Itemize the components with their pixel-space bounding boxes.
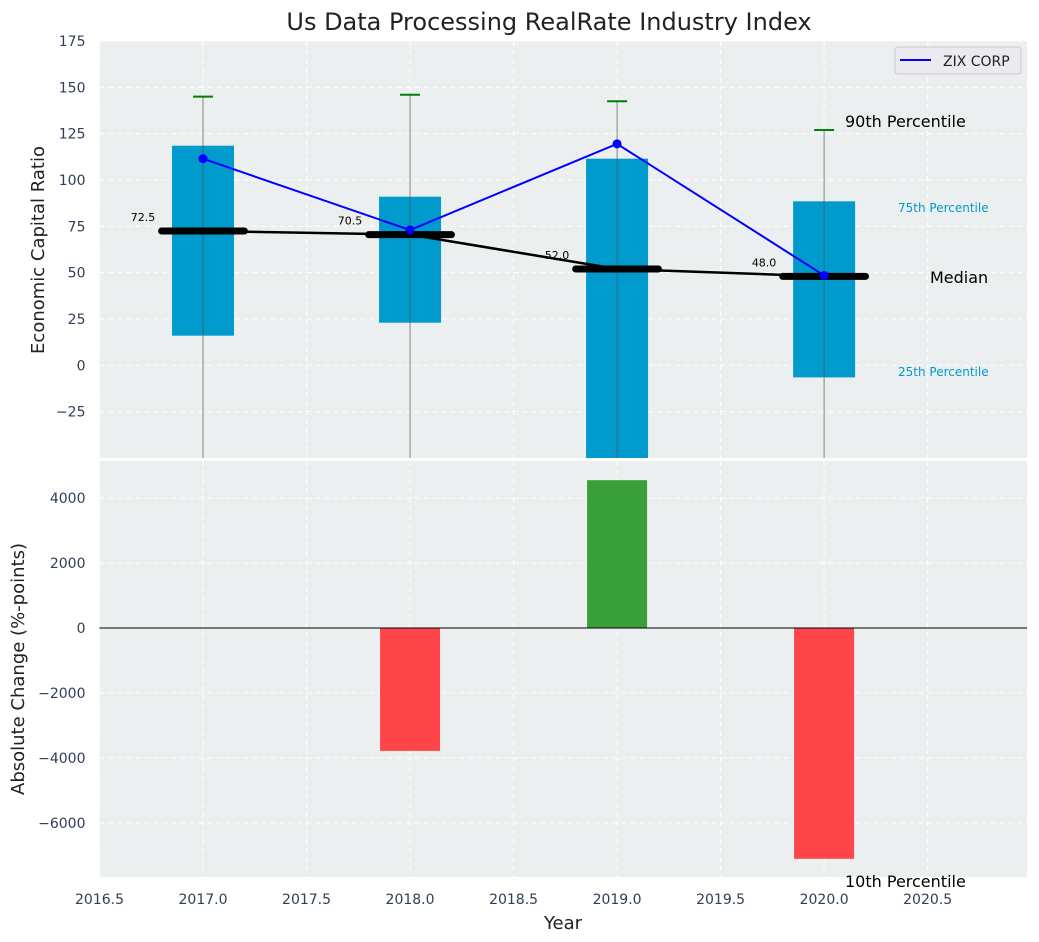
x-tick-label: 2018.5 [489, 892, 538, 908]
chart-title: Us Data Processing RealRate Industry Ind… [286, 8, 811, 36]
x-tick-label: 2016.5 [75, 892, 124, 908]
y-tick-label: −4000 [38, 751, 85, 767]
y-tick-label: 175 [59, 34, 86, 50]
y-tick-label: 125 [59, 127, 86, 143]
median-value-label: 70.5 [338, 215, 363, 228]
y-tick-label: 4000 [50, 491, 86, 507]
y-tick-label: 25 [68, 312, 86, 328]
change-bar [794, 628, 855, 859]
x-tick-label: 2019.0 [593, 892, 642, 908]
annotation-75th-percentile: 75th Percentile [898, 201, 989, 215]
legend-entry-zix-corp: ZIX CORP [943, 54, 1010, 70]
y-tick-label: 100 [59, 173, 86, 189]
median-trend-line [202, 229, 825, 278]
y-tick-label: 0 [77, 621, 86, 637]
zix-corp-point [612, 139, 622, 149]
y-tick-label: 150 [59, 80, 86, 96]
y-tick-label: 75 [68, 219, 86, 235]
y-tick-label: 0 [77, 358, 86, 374]
bottom-plot-background [99, 461, 1027, 877]
x-tick-label: 2020.0 [800, 892, 849, 908]
change-bar [380, 628, 441, 751]
x-tick-label: 2017.5 [282, 892, 331, 908]
zix-corp-point [819, 270, 829, 280]
annotation-90th-percentile: 90th Percentile [845, 112, 966, 131]
median-value-label: 52.0 [545, 249, 570, 262]
annotation-25th-percentile: 25th Percentile [898, 365, 989, 379]
y-tick-label: −2000 [38, 686, 85, 702]
annotation-median: Median [930, 268, 988, 287]
change-bar [587, 480, 648, 629]
top-plot-background [99, 41, 1027, 458]
annotation-10th-percentile: 10th Percentile [845, 872, 966, 891]
x-tick-label: 2019.5 [696, 892, 745, 908]
x-tick-label: 2017.0 [179, 892, 228, 908]
y-tick-label: −25 [56, 405, 86, 421]
x-tick-label: 2018.0 [386, 892, 435, 908]
x-tick-label: 2020.5 [903, 892, 952, 908]
zix-corp-point [405, 225, 415, 235]
top-plot-area: 72.5 70.5 52.0 48.0 90th Percentile 75th Perc… [99, 41, 1027, 458]
median-value-label: 48.0 [752, 256, 777, 269]
y-tick-label: 50 [68, 266, 86, 282]
median-value-label: 72.5 [131, 211, 156, 224]
y-tick-label: 2000 [50, 556, 86, 572]
y-tick-label: −6000 [38, 816, 85, 832]
bottom-y-axis-label: Absolute Change (%-points) [8, 543, 29, 795]
top-y-axis-label: Economic Capital Ratio [28, 146, 49, 354]
x-axis-label: Year [543, 913, 583, 934]
legend: ZIX CORP [894, 46, 1022, 75]
zix-corp-line [202, 142, 825, 277]
bottom-plot-area [99, 461, 1027, 877]
zix-corp-point [198, 154, 208, 164]
